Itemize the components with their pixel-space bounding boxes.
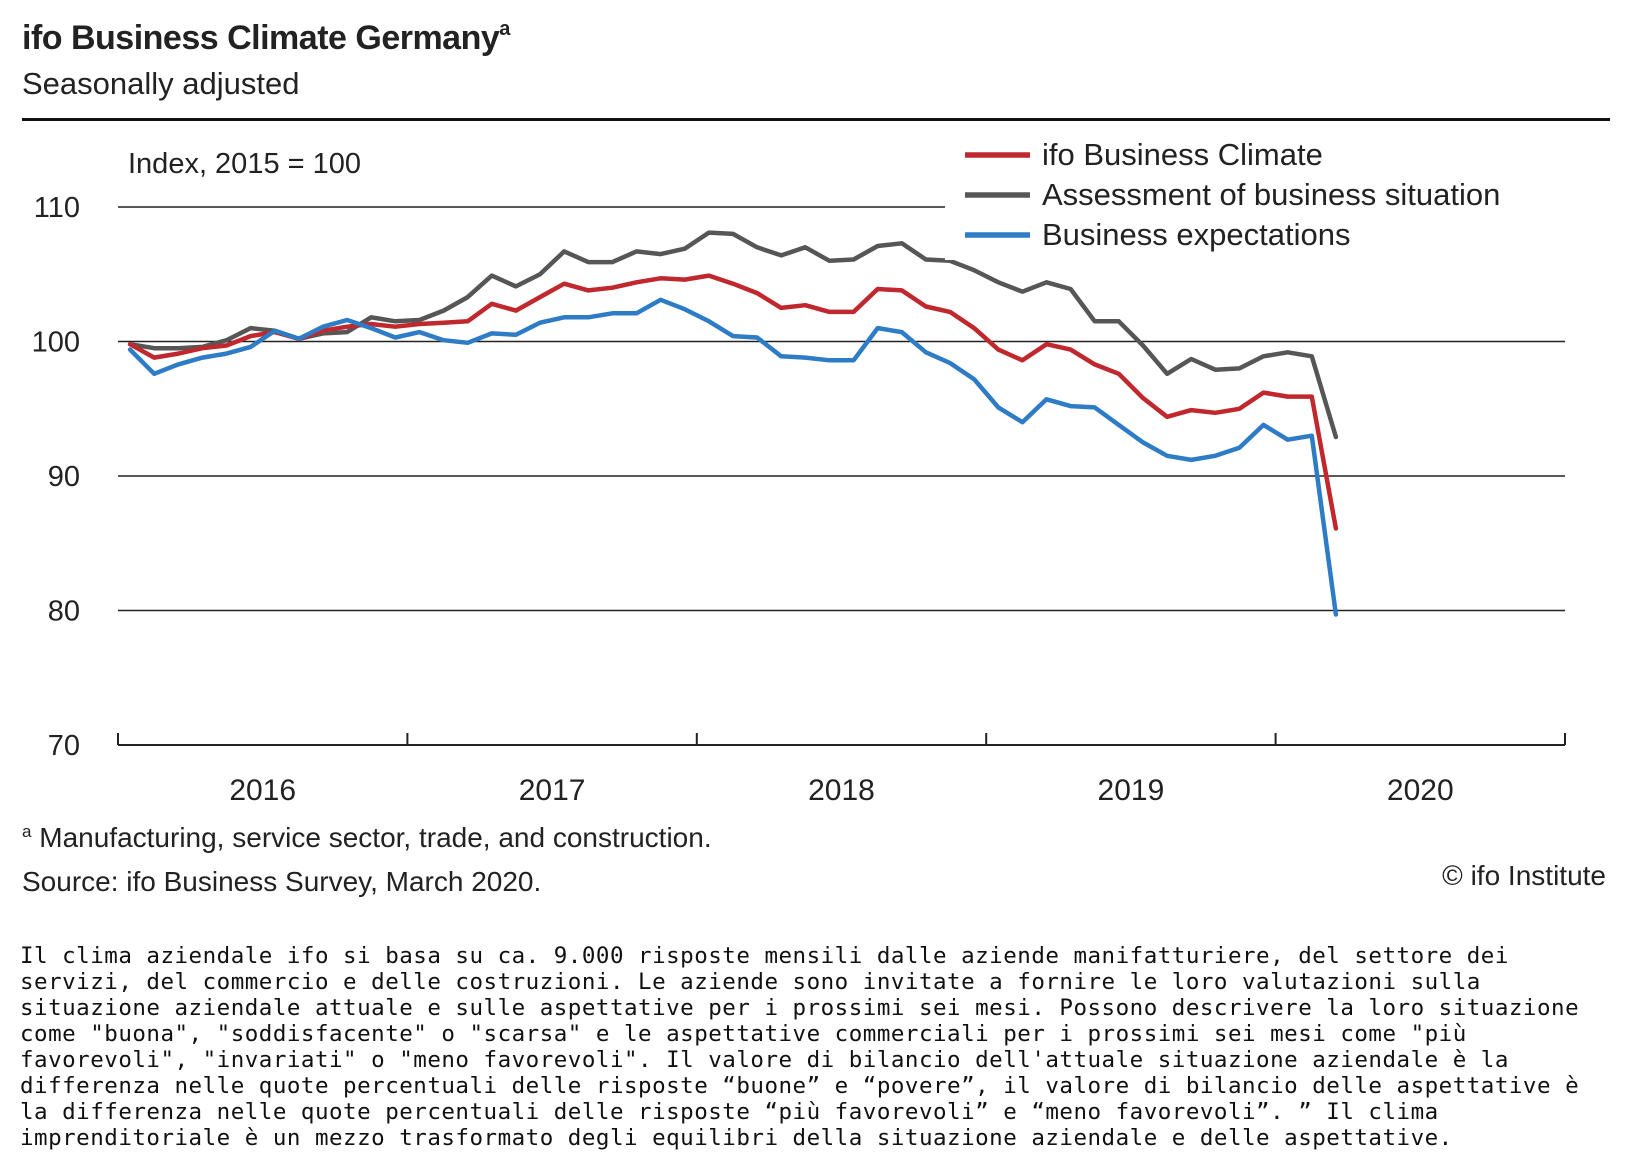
legend-label: Assessment of business situation xyxy=(1042,177,1500,212)
x-tick-label: 2019 xyxy=(1098,774,1165,807)
line-chart: 70 80 90 100 110 2016 2017 2018 2019 2020 ifo Bu… xyxy=(32,135,1585,807)
header-rule xyxy=(22,118,1610,121)
series-line-0 xyxy=(127,273,1339,531)
series-lines xyxy=(127,230,1339,617)
chart-subtitle: Seasonally adjusted xyxy=(22,66,300,101)
description-paragraph: Il clima aziendale ifo si basa su ca. 9.… xyxy=(20,943,1580,1151)
x-tick-label: 2018 xyxy=(808,774,875,807)
legend-label: ifo Business Climate xyxy=(1042,137,1323,172)
gridlines xyxy=(118,206,1565,612)
legend: ifo Business Climate Assessment of busine… xyxy=(945,135,1585,260)
x-tick-label: 2016 xyxy=(229,774,296,807)
title-footnote-marker: a xyxy=(499,18,510,40)
series-line-2 xyxy=(127,297,1339,617)
y-axis-label: Index, 2015 = 100 xyxy=(128,148,361,180)
y-tick-label: 70 xyxy=(48,730,80,762)
footnote-marker: a xyxy=(22,822,32,841)
x-axis: 2016 2017 2018 2019 2020 xyxy=(117,733,1566,807)
footnote: a Manufacturing, service sector, trade, … xyxy=(22,822,712,854)
y-tick-labels: 70 80 90 100 110 xyxy=(32,192,80,762)
chart-title: ifo Business Climate Germanya xyxy=(22,18,510,58)
ylabel-mask xyxy=(120,145,410,195)
x-tick-label: 2020 xyxy=(1387,774,1454,807)
y-tick-label: 90 xyxy=(48,461,80,493)
y-tick-label: 110 xyxy=(34,192,80,224)
source-note: Source: ifo Business Survey, March 2020. xyxy=(22,866,542,897)
legend-label: Business expectations xyxy=(1042,217,1350,252)
legend-background xyxy=(945,135,1585,260)
copyright-note: © ifo Institute xyxy=(1442,860,1606,891)
y-tick-label: 80 xyxy=(48,596,80,628)
chart-title-text: ifo Business Climate Germany xyxy=(22,19,500,57)
series-line-1 xyxy=(127,230,1339,440)
footnote-text: Manufacturing, service sector, trade, an… xyxy=(39,822,712,853)
y-tick-label: 100 xyxy=(32,327,80,359)
x-tick-label: 2017 xyxy=(519,774,586,807)
